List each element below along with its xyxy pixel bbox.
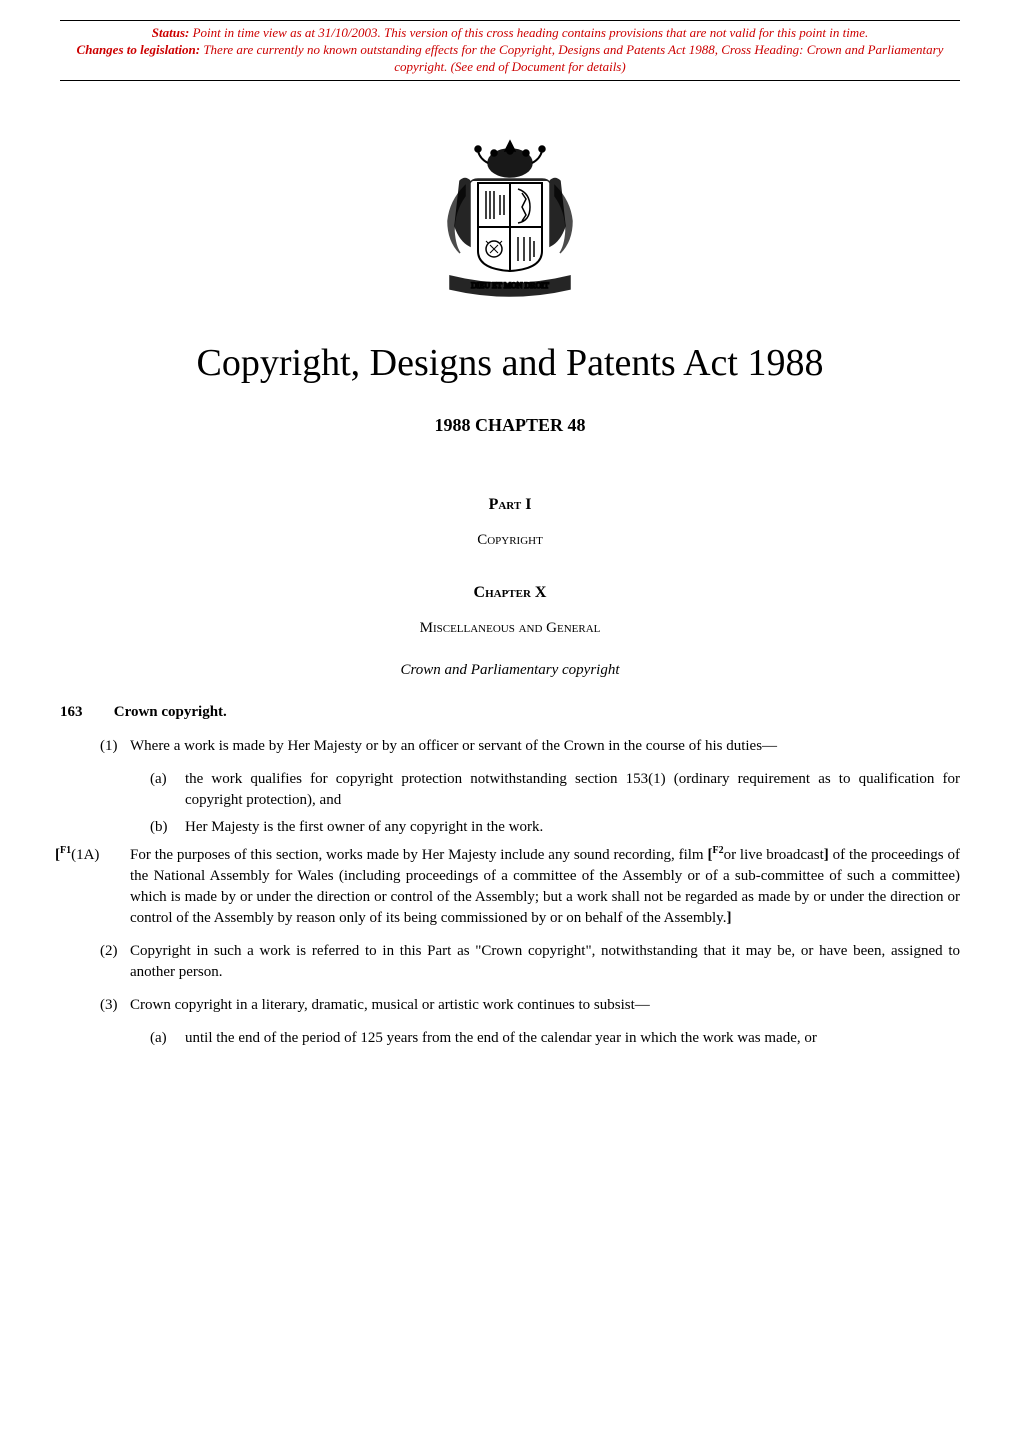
para-letter: (a): [150, 1028, 167, 1049]
footnote-f2: F2: [712, 845, 723, 856]
subsection-1A: [F1(1A)For the purposes of this section,…: [130, 844, 960, 929]
subsection-num: (1): [100, 736, 130, 757]
status-label: Status:: [152, 25, 190, 40]
subsection-text: Copyright in such a work is referred to …: [130, 943, 960, 980]
section-number: 163: [60, 704, 110, 721]
chapter-heading: Chapter X: [0, 584, 1020, 602]
para-text: the work qualifies for copyright protect…: [185, 771, 960, 808]
status-box: Status: Point in time view as at 31/10/2…: [60, 20, 960, 81]
subsection-text-part1: For the purposes of this section, works …: [130, 847, 707, 863]
bracket-end: ]: [726, 910, 731, 926]
chapter-number: 1988 CHAPTER 48: [0, 415, 1020, 436]
subsection-superscript-open: [F1(1A): [55, 844, 115, 866]
svg-text:DIEU ET MON DROIT: DIEU ET MON DROIT: [471, 281, 549, 290]
subsection-num: (1A): [71, 847, 99, 863]
paragraph-3a: (a) until the end of the period of 125 y…: [185, 1028, 960, 1049]
subsection-1: (1)Where a work is made by Her Majesty o…: [130, 736, 960, 757]
para-text: Her Majesty is the first owner of any co…: [185, 819, 543, 835]
para-letter: (b): [150, 817, 168, 838]
para-text: until the end of the period of 125 years…: [185, 1030, 817, 1046]
chapter-subtitle: Miscellaneous and General: [0, 620, 1020, 637]
footnote-f1: F1: [60, 845, 71, 856]
paragraph-1a: (a) the work qualifies for copyright pro…: [185, 769, 960, 811]
part-heading: Part I: [0, 496, 1020, 514]
subsection-3: (3)Crown copyright in a literary, dramat…: [130, 995, 960, 1016]
subsection-text: Crown copyright in a literary, dramatic,…: [130, 997, 650, 1013]
section-title: Crown copyright.: [114, 704, 227, 720]
subsection-2: (2)Copyright in such a work is referred …: [130, 941, 960, 983]
part-subtitle: Copyright: [0, 532, 1020, 549]
subsection-num: (3): [100, 995, 130, 1016]
paragraph-1b: (b) Her Majesty is the first owner of an…: [185, 817, 960, 838]
subsection-text: Where a work is made by Her Majesty or b…: [130, 738, 777, 754]
status-text: Point in time view as at 31/10/2003. Thi…: [189, 25, 868, 40]
section-163-heading: 163 Crown copyright.: [60, 704, 960, 721]
main-title: Copyright, Designs and Patents Act 1988: [60, 341, 960, 385]
changes-text: There are currently no known outstanding…: [200, 42, 943, 74]
changes-label: Changes to legislation:: [77, 42, 201, 57]
royal-crest-icon: DIEU ET MON DROIT: [430, 131, 590, 311]
subsection-text-part2: or live broadcast: [724, 847, 824, 863]
para-letter: (a): [150, 769, 167, 790]
subsection-num: (2): [100, 941, 130, 962]
section-italic-heading: Crown and Parliamentary copyright: [0, 662, 1020, 679]
